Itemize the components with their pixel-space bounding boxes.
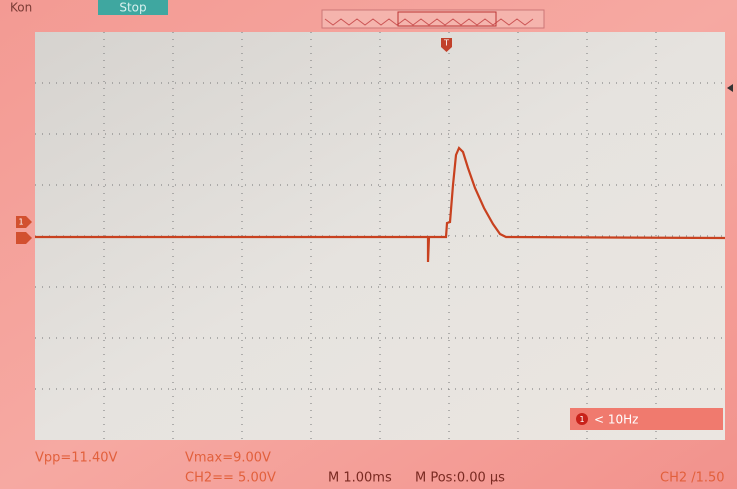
horizontal-position: M Pos:0.00 µs <box>415 471 505 486</box>
measurement: Vpp=11.40V <box>35 451 118 466</box>
measurement: Vmax=9.00V <box>185 451 271 466</box>
brand: Kon <box>10 1 32 15</box>
trigger-level: CH2 /1.50 <box>660 471 725 486</box>
memory-wave <box>324 18 534 26</box>
timebase: M 1.00ms <box>328 471 392 486</box>
trigger-marker-label: T <box>443 39 449 48</box>
level-marker <box>16 232 32 244</box>
channel-scale: CH2== 5.00V <box>185 471 276 486</box>
trigger-marker <box>441 38 452 52</box>
channel-marker-label: 1 <box>18 218 23 227</box>
frequency-channel-icon <box>576 413 588 425</box>
trigger-level-arrow <box>727 84 733 92</box>
memory-window <box>397 11 497 27</box>
waveform <box>35 146 726 263</box>
channel-marker <box>16 216 32 228</box>
memory-bar <box>321 9 545 29</box>
frequency-readout: < 10Hz <box>594 413 638 427</box>
run-status[interactable]: Stop <box>119 1 146 15</box>
status-box <box>98 0 168 15</box>
frequency-channel: 1 <box>579 415 584 424</box>
frequency-box <box>570 408 723 430</box>
